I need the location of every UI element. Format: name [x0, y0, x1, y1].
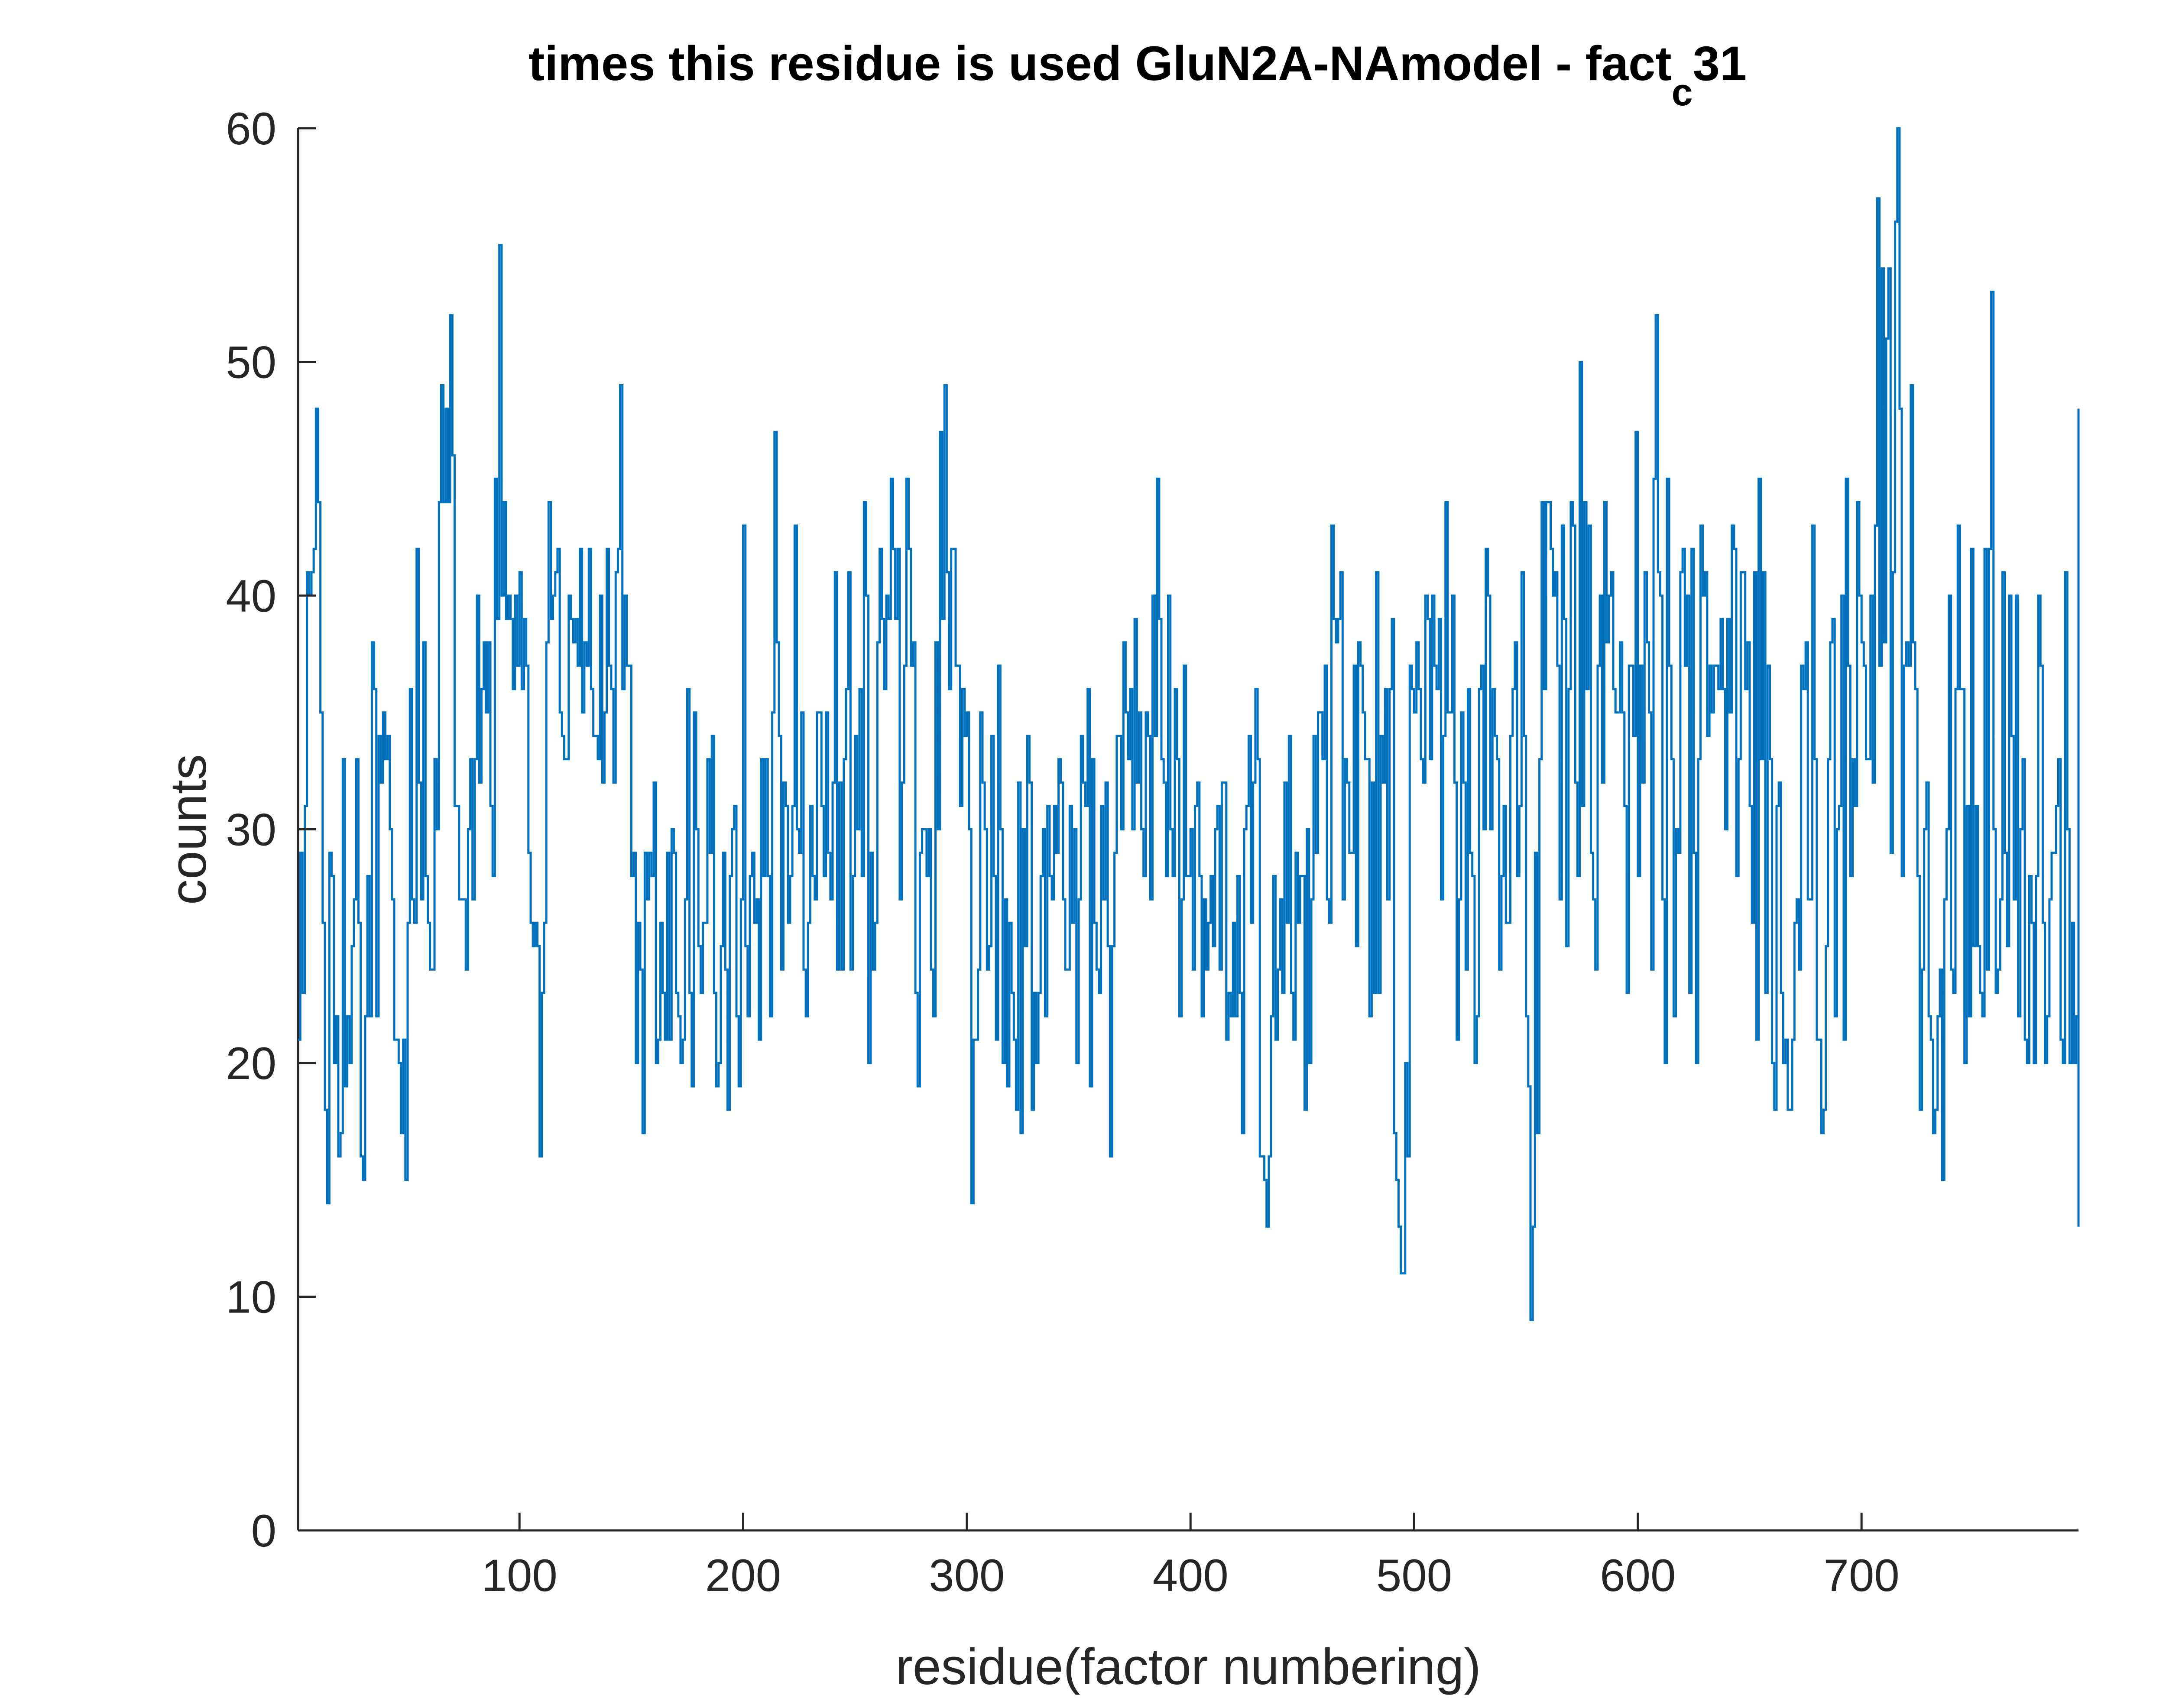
axis-ticks: 100 200 300 400 500 600 700 0 10 20 30 40 50 60	[226, 104, 1900, 1601]
y-tick-label-2: 20	[226, 1038, 276, 1089]
x-tick-label-3: 400	[1153, 1550, 1229, 1601]
y-tick-label-4: 40	[226, 571, 276, 622]
x-axis-label: residue(factor numbering)	[895, 1638, 1481, 1695]
chart-title-subscript: c	[1672, 71, 1693, 113]
y-tick-label-6: 60	[226, 104, 276, 154]
x-tick-label-5: 600	[1600, 1550, 1676, 1601]
y-tick-label-3: 30	[226, 805, 276, 856]
x-tick-label-6: 700	[1824, 1550, 1900, 1601]
x-tick-label-0: 100	[482, 1550, 558, 1601]
x-tick-label-1: 200	[705, 1550, 781, 1601]
x-tick-label-4: 500	[1376, 1550, 1452, 1601]
x-tick-label-2: 300	[929, 1550, 1005, 1601]
y-tick-label-5: 50	[226, 337, 276, 388]
y-axis-label: counts	[160, 754, 217, 905]
y-tick-label-1: 10	[226, 1272, 276, 1323]
chart-title: times this residue is used GluN2A-NAmode…	[529, 36, 1747, 113]
y-tick-label-0: 0	[251, 1506, 276, 1556]
series-line-0	[298, 127, 2080, 1321]
plot-area	[298, 127, 2080, 1321]
chart-title-main: times this residue is used GluN2A-NAmode…	[529, 36, 1672, 91]
chart-title-suffix: 31	[1693, 36, 1747, 91]
